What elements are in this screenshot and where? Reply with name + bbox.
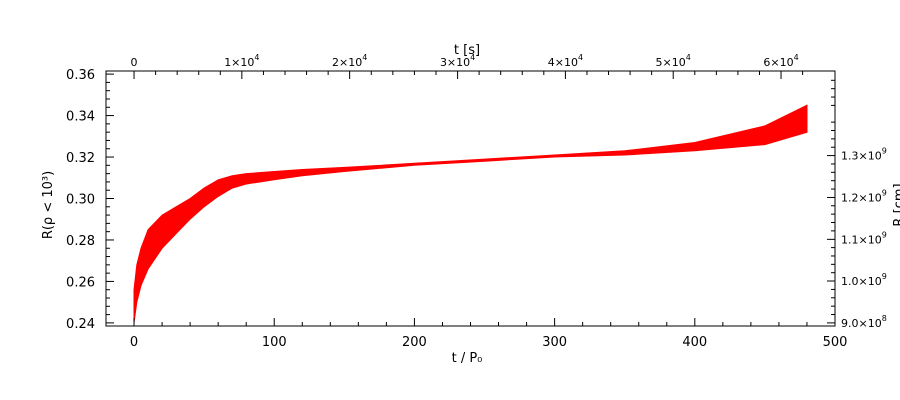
right-tick-label: 1.0×109 bbox=[841, 272, 887, 288]
right-tick-label: 1.2×109 bbox=[841, 188, 887, 204]
x-tick-label: 100 bbox=[262, 335, 287, 350]
x-axis-bottom: 0 100 200 300 400 500 bbox=[130, 318, 848, 350]
top-axis-label: t [s] bbox=[454, 43, 480, 58]
right-tick-label: 9.0×108 bbox=[841, 314, 887, 330]
x-tick-label: 0 bbox=[130, 335, 138, 350]
y-axis-left: 0.24 0.26 0.28 0.30 0.32 0.34 0.36 bbox=[66, 68, 114, 332]
plot-area bbox=[105, 70, 836, 327]
x-axis-top: 0 1×104 2×104 3×104 4×104 5×104 6×104 bbox=[131, 53, 804, 79]
y-tick-label: 0.36 bbox=[66, 68, 95, 83]
right-axis-label: R [cm] bbox=[892, 183, 900, 226]
y-axis-label: R(ρ < 10³) bbox=[41, 171, 56, 239]
y-tick-label: 0.28 bbox=[66, 234, 95, 249]
series-band bbox=[133, 104, 808, 323]
top-tick-label: 5×104 bbox=[656, 53, 691, 69]
top-tick-label: 6×104 bbox=[763, 53, 798, 69]
x-tick-label: 300 bbox=[542, 335, 567, 350]
top-tick-label: 3×104 bbox=[440, 53, 475, 69]
y-axis-right: 9.0×108 1.0×109 1.1×109 1.2×109 1.3×109 bbox=[827, 79, 887, 330]
top-tick-label: 1×104 bbox=[224, 53, 259, 69]
top-tick-label: 0 bbox=[131, 56, 138, 69]
y-tick-label: 0.24 bbox=[66, 317, 95, 332]
y-tick-label: 0.34 bbox=[66, 110, 95, 125]
y-tick-label: 0.30 bbox=[66, 193, 95, 208]
right-tick-label: 1.1×109 bbox=[841, 230, 887, 246]
x-tick-label: 400 bbox=[682, 335, 707, 350]
x-tick-label: 200 bbox=[402, 335, 427, 350]
top-tick-label: 4×104 bbox=[548, 53, 583, 69]
x-axis-label: t / P₀ bbox=[452, 351, 483, 366]
x-tick-label: 500 bbox=[823, 335, 848, 350]
y-tick-label: 0.26 bbox=[66, 275, 95, 290]
top-tick-label: 2×104 bbox=[332, 53, 367, 69]
right-tick-label: 1.3×109 bbox=[841, 147, 887, 163]
y-tick-label: 0.32 bbox=[66, 151, 95, 166]
